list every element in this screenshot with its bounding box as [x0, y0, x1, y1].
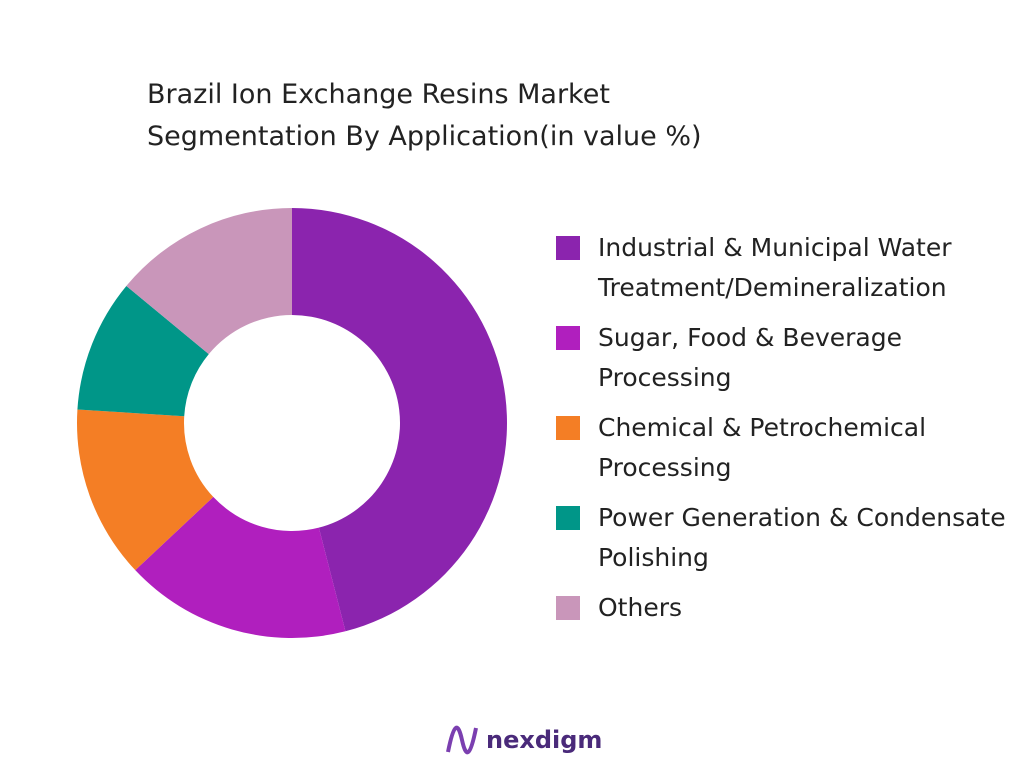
- logo: nexdigm: [444, 722, 602, 758]
- donut-segment: [77, 285, 209, 417]
- legend-swatch: [556, 416, 580, 440]
- legend-item: Sugar, Food & Beverage Processing: [556, 318, 1024, 398]
- donut-segment: [126, 208, 292, 355]
- legend-swatch: [556, 326, 580, 350]
- legend-label: Industrial & Municipal Water Treatment/D…: [598, 233, 952, 302]
- legend-swatch: [556, 236, 580, 260]
- legend-label: Chemical & Petrochemical Processing: [598, 413, 927, 482]
- logo-icon: [446, 725, 478, 755]
- legend-label: Power Generation & Condensate Polishing: [598, 503, 1006, 572]
- legend-swatch: [556, 596, 580, 620]
- legend-label: Others: [598, 593, 683, 622]
- legend-item: Power Generation & Condensate Polishing: [556, 498, 1024, 578]
- logo-text: nexdigm: [486, 726, 603, 754]
- donut-segment: [292, 208, 507, 632]
- legend: Industrial & Municipal Water Treatment/D…: [556, 228, 1024, 638]
- donut-segment: [135, 496, 346, 638]
- legend-swatch: [556, 506, 580, 530]
- chart-title: Brazil Ion Exchange Resins Market Segmen…: [147, 79, 702, 152]
- legend-item: Chemical & Petrochemical Processing: [556, 408, 1024, 488]
- donut-segment: [77, 409, 214, 571]
- chart: [77, 208, 507, 638]
- legend-label: Sugar, Food & Beverage Processing: [598, 323, 902, 392]
- legend-item: Others: [556, 588, 1024, 628]
- legend-item: Industrial & Municipal Water Treatment/D…: [556, 228, 1024, 308]
